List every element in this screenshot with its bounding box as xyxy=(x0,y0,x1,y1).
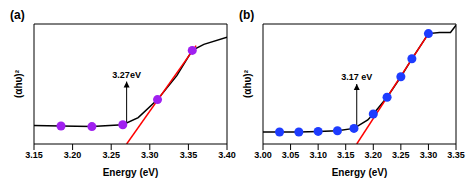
svg-text:3.40: 3.40 xyxy=(218,150,236,160)
svg-text:3.35: 3.35 xyxy=(180,150,198,160)
svg-text:3.05: 3.05 xyxy=(282,150,300,160)
svg-text:3.30: 3.30 xyxy=(141,150,159,160)
svg-text:3.20: 3.20 xyxy=(365,150,383,160)
svg-text:3.25: 3.25 xyxy=(392,150,410,160)
svg-text:3.35: 3.35 xyxy=(447,150,465,160)
svg-text:3.30: 3.30 xyxy=(420,150,438,160)
svg-text:3.27eV: 3.27eV xyxy=(112,70,141,80)
svg-text:3.10: 3.10 xyxy=(309,150,327,160)
svg-text:(αhυ)²: (αhυ)² xyxy=(242,69,253,98)
html-text:(b): (b) xyxy=(239,8,255,22)
svg-text:(αhυ)²: (αhυ)² xyxy=(13,69,24,98)
svg-text:3.25: 3.25 xyxy=(102,150,120,160)
svg-text:3.20: 3.20 xyxy=(64,150,82,160)
svg-text:Energy (eV): Energy (eV) xyxy=(103,167,159,178)
html-text:(a): (a) xyxy=(10,8,25,22)
svg-text:3.00: 3.00 xyxy=(254,150,272,160)
svg-text:3.15: 3.15 xyxy=(25,150,43,160)
svg-text:3.15: 3.15 xyxy=(337,150,355,160)
svg-text:Energy (eV): Energy (eV) xyxy=(332,167,388,178)
svg-text:3.17 eV: 3.17 eV xyxy=(341,72,372,82)
